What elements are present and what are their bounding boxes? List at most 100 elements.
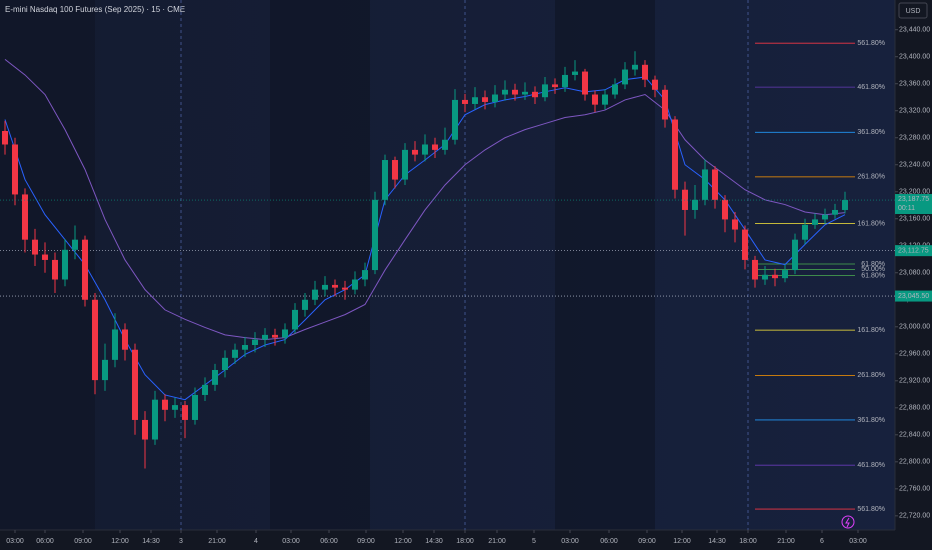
candle-body bbox=[602, 94, 608, 105]
last-price-box bbox=[895, 194, 932, 215]
candle-body bbox=[362, 270, 368, 280]
candle-body bbox=[612, 84, 618, 95]
candle-body bbox=[382, 160, 388, 200]
currency: USD bbox=[906, 8, 921, 15]
y-tick-label: 23,320.00 bbox=[899, 108, 930, 115]
x-tick-label: 09:00 bbox=[74, 538, 92, 545]
candle-body bbox=[152, 399, 158, 440]
currency-box[interactable] bbox=[898, 2, 928, 19]
candle-body bbox=[262, 334, 268, 340]
price-line-label: 23,112.75 bbox=[898, 247, 929, 254]
y-tick-label: 23,240.00 bbox=[899, 162, 930, 169]
candle-body bbox=[742, 229, 748, 260]
fib-label: 361.80% bbox=[857, 129, 885, 136]
chart-title: E-mini Nasdaq 100 Futures (Sep 2025) · 1… bbox=[5, 5, 185, 14]
candle-body bbox=[202, 384, 208, 395]
fib-label: 261.80% bbox=[857, 372, 885, 379]
candle-body bbox=[552, 84, 558, 88]
candle-body bbox=[2, 130, 8, 145]
alert-icon-bolt bbox=[845, 517, 850, 528]
x-tick-label: 14:30 bbox=[142, 538, 160, 545]
candle-body bbox=[532, 91, 538, 98]
candle-body bbox=[272, 334, 278, 338]
session-shade bbox=[555, 0, 655, 530]
y-tick-label: 22,800.00 bbox=[899, 459, 930, 466]
candle-body bbox=[822, 214, 828, 220]
session-shade bbox=[0, 0, 95, 530]
x-tick-label: 4 bbox=[254, 538, 258, 545]
x-tick-label: 14:30 bbox=[425, 538, 443, 545]
y-tick-label: 23,440.00 bbox=[899, 27, 930, 34]
y-tick-label: 23,080.00 bbox=[899, 270, 930, 277]
candle-body bbox=[472, 97, 478, 104]
x-tick-label: 06:00 bbox=[600, 538, 618, 545]
candle-body bbox=[292, 309, 298, 330]
price-line-box bbox=[895, 290, 932, 302]
candle-body bbox=[762, 274, 768, 280]
last-price-label: 23,187.75 bbox=[898, 196, 929, 203]
session-shade bbox=[270, 0, 370, 530]
y-tick-label: 23,200.00 bbox=[899, 189, 930, 196]
candle-body bbox=[752, 259, 758, 280]
y-tick-label: 22,760.00 bbox=[899, 486, 930, 493]
candle-body bbox=[182, 405, 188, 420]
candle-body bbox=[622, 69, 628, 85]
candle-body bbox=[502, 89, 508, 95]
candle-body bbox=[392, 160, 398, 180]
price-line-label: 23,045.50 bbox=[898, 293, 929, 300]
candle-body bbox=[452, 99, 458, 140]
x-tick-label: 03:00 bbox=[849, 538, 867, 545]
fib-label: 50.00% bbox=[861, 266, 885, 273]
candle-body bbox=[32, 239, 38, 255]
plot-background bbox=[0, 0, 895, 530]
y-tick-label: 22,880.00 bbox=[899, 405, 930, 412]
candle-body bbox=[72, 239, 78, 250]
candle-body bbox=[342, 287, 348, 290]
alert-icon[interactable] bbox=[841, 515, 855, 529]
x-tick-label: 12:00 bbox=[394, 538, 412, 545]
candle-body bbox=[322, 284, 328, 290]
x-tick-label: 18:00 bbox=[456, 538, 474, 545]
candle-body bbox=[582, 71, 588, 95]
fib-label: 561.80% bbox=[857, 506, 885, 513]
x-tick-label: 21:00 bbox=[777, 538, 795, 545]
candle-body bbox=[802, 224, 808, 240]
fib-label: 161.80% bbox=[857, 327, 885, 334]
fib-label: 61.80% bbox=[861, 272, 885, 279]
x-tick-label: 09:00 bbox=[638, 538, 656, 545]
x-tick-label: 18:00 bbox=[739, 538, 757, 545]
y-tick-label: 23,280.00 bbox=[899, 135, 930, 142]
x-tick-label: 14:30 bbox=[708, 538, 726, 545]
candle-body bbox=[42, 254, 48, 260]
candle-body bbox=[672, 119, 678, 190]
candle-body bbox=[402, 149, 408, 180]
candle-body bbox=[102, 359, 108, 381]
candle-body bbox=[92, 299, 98, 381]
x-tick-label: 03:00 bbox=[561, 538, 579, 545]
candle-body bbox=[122, 329, 128, 350]
fib-label: 261.80% bbox=[857, 174, 885, 181]
y-tick-label: 23,000.00 bbox=[899, 324, 930, 331]
candle-body bbox=[462, 99, 468, 104]
y-tick-label: 22,920.00 bbox=[899, 378, 930, 385]
candle-body bbox=[222, 357, 228, 370]
candle-body bbox=[352, 279, 358, 290]
candle-body bbox=[252, 339, 258, 346]
candle-body bbox=[62, 249, 68, 280]
candle-body bbox=[692, 199, 698, 210]
candle-body bbox=[82, 239, 88, 300]
candle-body bbox=[832, 209, 838, 215]
candle-body bbox=[492, 94, 498, 102]
candle-body bbox=[652, 79, 658, 90]
candle-body bbox=[412, 149, 418, 155]
candle-body bbox=[422, 144, 428, 155]
fib-label: 461.80% bbox=[857, 462, 885, 469]
x-tick-label: 21:00 bbox=[208, 538, 226, 545]
price-axis bbox=[895, 0, 932, 550]
candle-body bbox=[12, 144, 18, 195]
x-tick-label: 06:00 bbox=[320, 538, 338, 545]
x-tick-label: 12:00 bbox=[111, 538, 129, 545]
candle-body bbox=[842, 200, 848, 210]
x-tick-label: 03:00 bbox=[6, 538, 24, 545]
candle-body bbox=[542, 84, 548, 98]
